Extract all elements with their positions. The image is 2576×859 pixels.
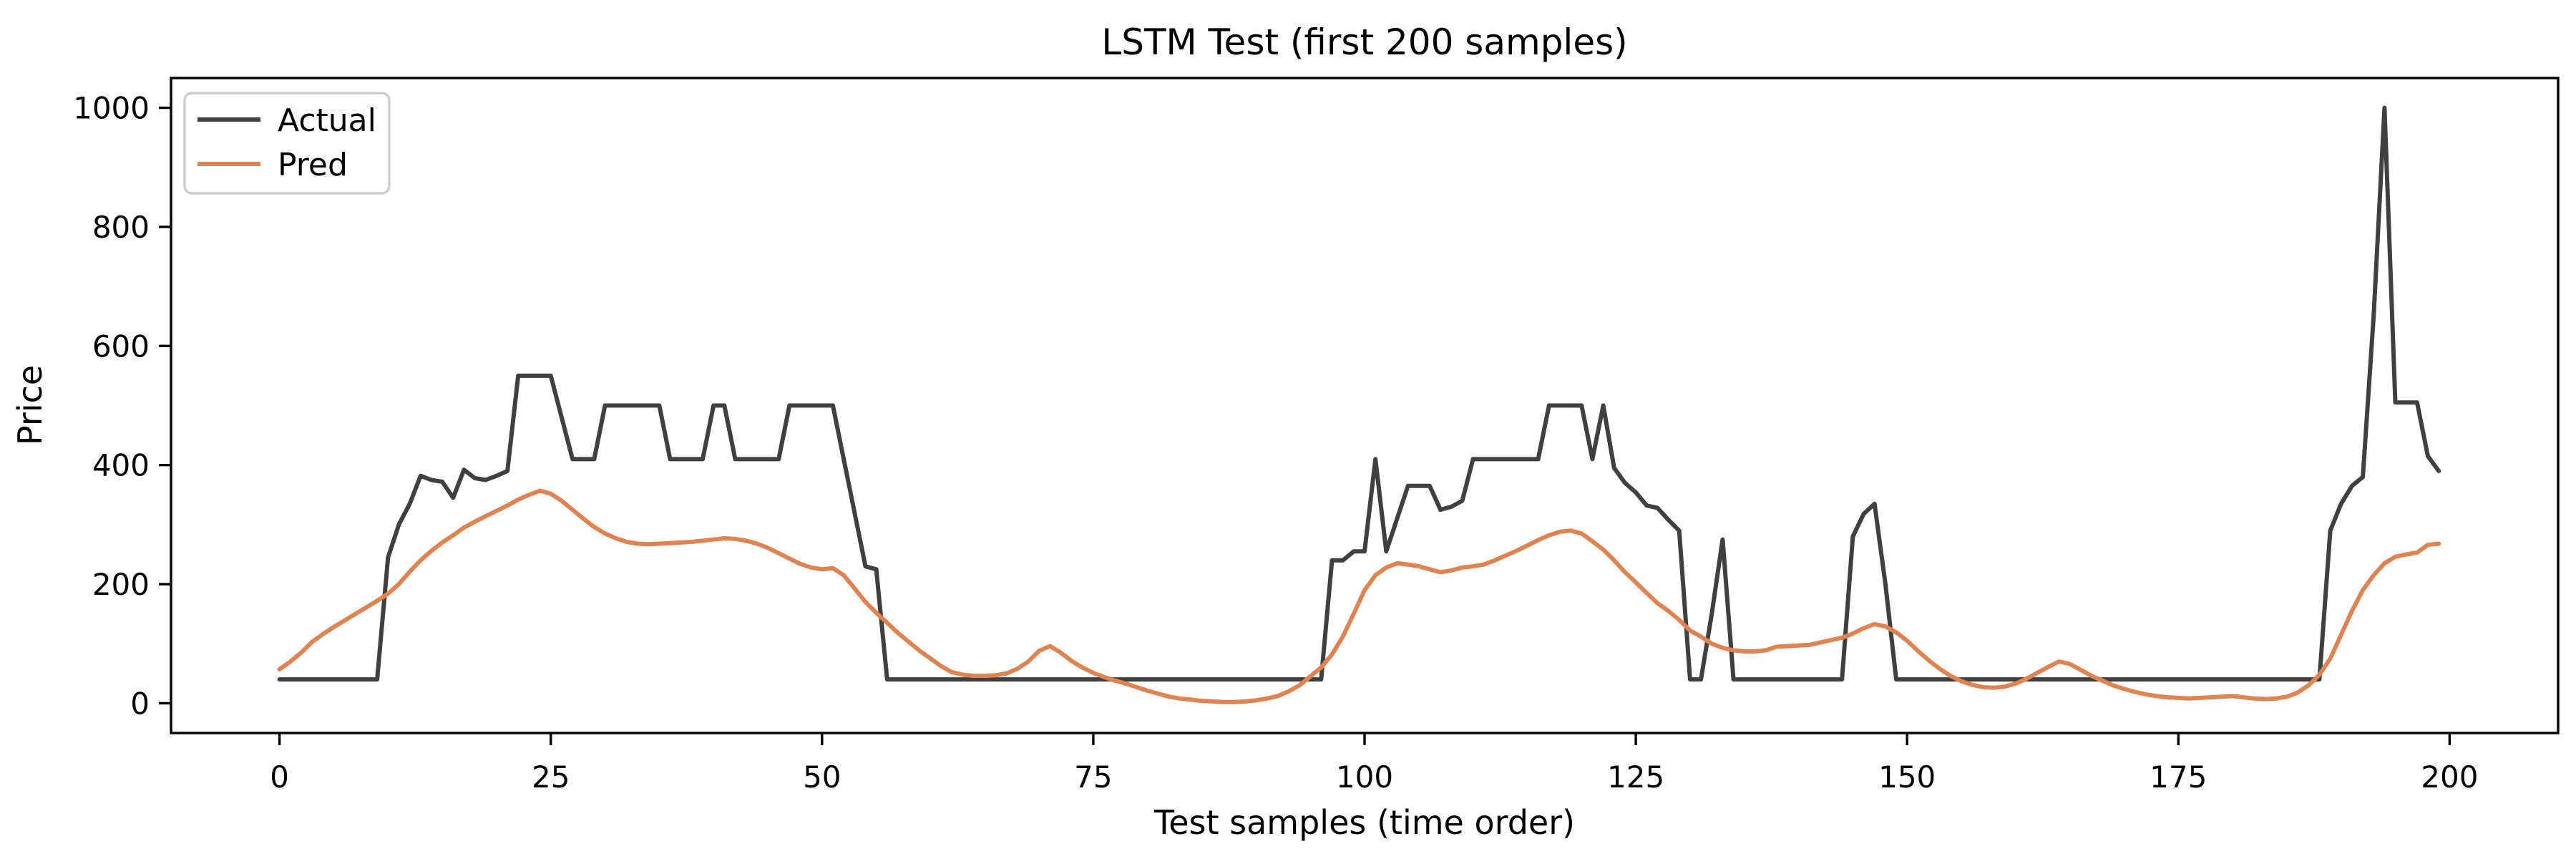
y-axis-label: Price <box>11 365 49 445</box>
x-tick-label: 25 <box>532 759 570 795</box>
x-tick-label: 125 <box>1607 759 1664 795</box>
legend-label-actual: Actual <box>278 102 376 139</box>
x-axis-label: Test samples (time order) <box>1153 803 1575 842</box>
x-tick-label: 0 <box>270 759 289 795</box>
x-tick-label: 75 <box>1074 759 1112 795</box>
y-tick-label: 0 <box>130 686 150 721</box>
y-tick-label: 400 <box>92 448 150 483</box>
x-tick-label: 100 <box>1336 759 1393 795</box>
chart-title: LSTM Test (first 200 samples) <box>1101 21 1627 63</box>
x-tick-label: 175 <box>2150 759 2207 795</box>
data-series <box>277 105 2441 704</box>
x-tick-label: 50 <box>803 759 841 795</box>
series-line-actual <box>277 105 2441 682</box>
legend: Actual Pred <box>183 92 391 195</box>
x-tick-label: 150 <box>1878 759 1936 795</box>
plot-frame <box>170 77 2560 734</box>
y-tick-label: 800 <box>92 210 150 245</box>
y-tick-label: 1000 <box>73 91 150 126</box>
y-tick-label: 600 <box>92 329 150 364</box>
y-axis-ticks: 0 200 400 600 800 1000 <box>73 91 171 721</box>
x-tick-label: 200 <box>2421 759 2478 795</box>
series-line-pred <box>277 488 2441 704</box>
y-tick-label: 200 <box>92 567 150 602</box>
x-axis-ticks: 0 25 50 75 100 125 150 175 200 <box>270 733 2478 795</box>
legend-label-pred: Pred <box>278 147 348 183</box>
